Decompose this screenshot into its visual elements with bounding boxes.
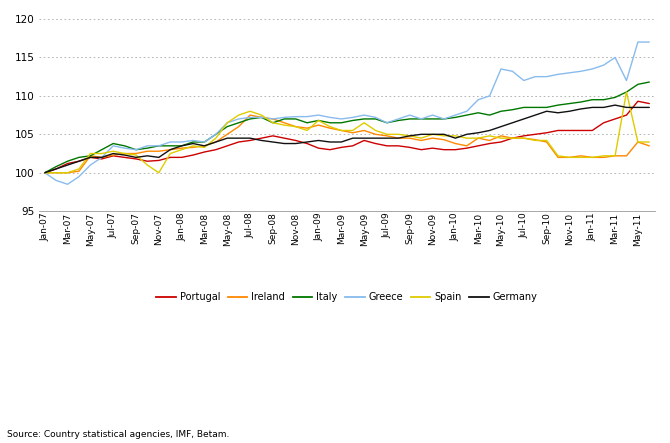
- Text: Source: Country statistical agencies, IMF, Betam.: Source: Country statistical agencies, IM…: [7, 430, 229, 439]
- Legend: Portugal, Ireland, Italy, Greece, Spain, Germany: Portugal, Ireland, Italy, Greece, Spain,…: [153, 288, 541, 306]
